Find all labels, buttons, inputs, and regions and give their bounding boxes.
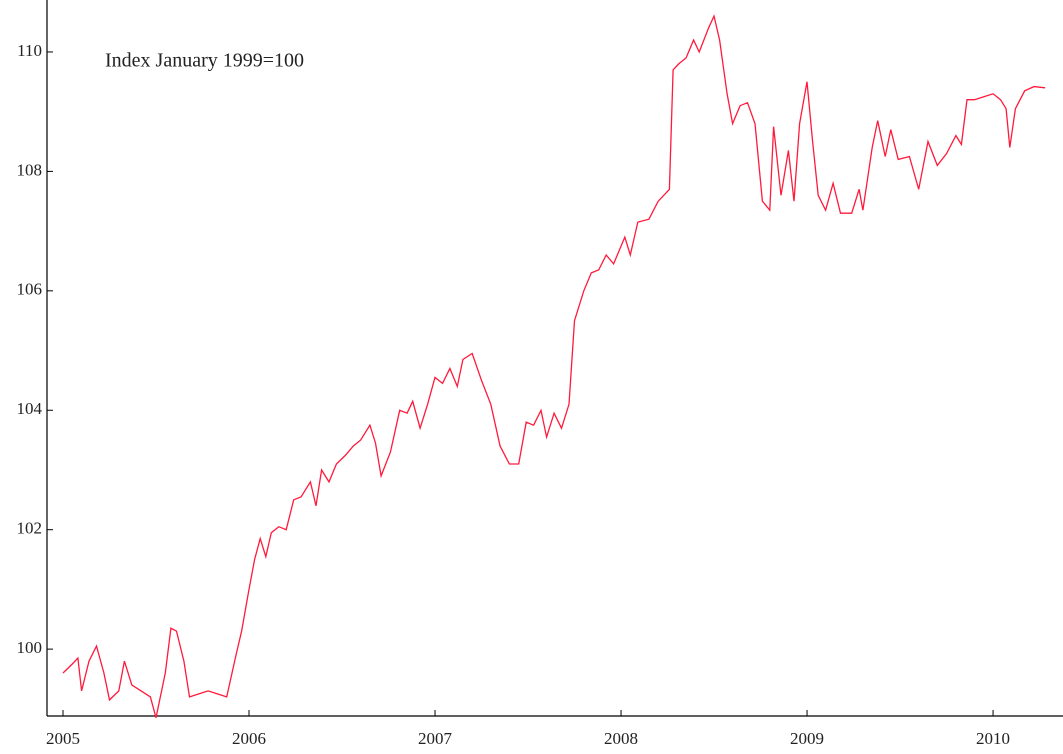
x-tick-label: 2007 bbox=[418, 729, 453, 748]
x-tick-label: 2006 bbox=[232, 729, 266, 748]
y-tick-label: 100 bbox=[17, 638, 43, 657]
y-tick-label: 110 bbox=[17, 41, 42, 60]
x-tick-label: 2008 bbox=[604, 729, 638, 748]
x-tick-label: 2005 bbox=[46, 729, 80, 748]
x-tick-label: 2009 bbox=[790, 729, 824, 748]
annotation: Index January 1999=100 bbox=[105, 50, 304, 72]
x-tick-label: 2010 bbox=[976, 729, 1010, 748]
y-tick-label: 106 bbox=[17, 280, 43, 299]
y-tick-label: 104 bbox=[17, 399, 43, 418]
y-tick-label: 108 bbox=[17, 160, 43, 179]
y-tick-label: 102 bbox=[17, 519, 43, 538]
line bbox=[62, 14, 1046, 718]
